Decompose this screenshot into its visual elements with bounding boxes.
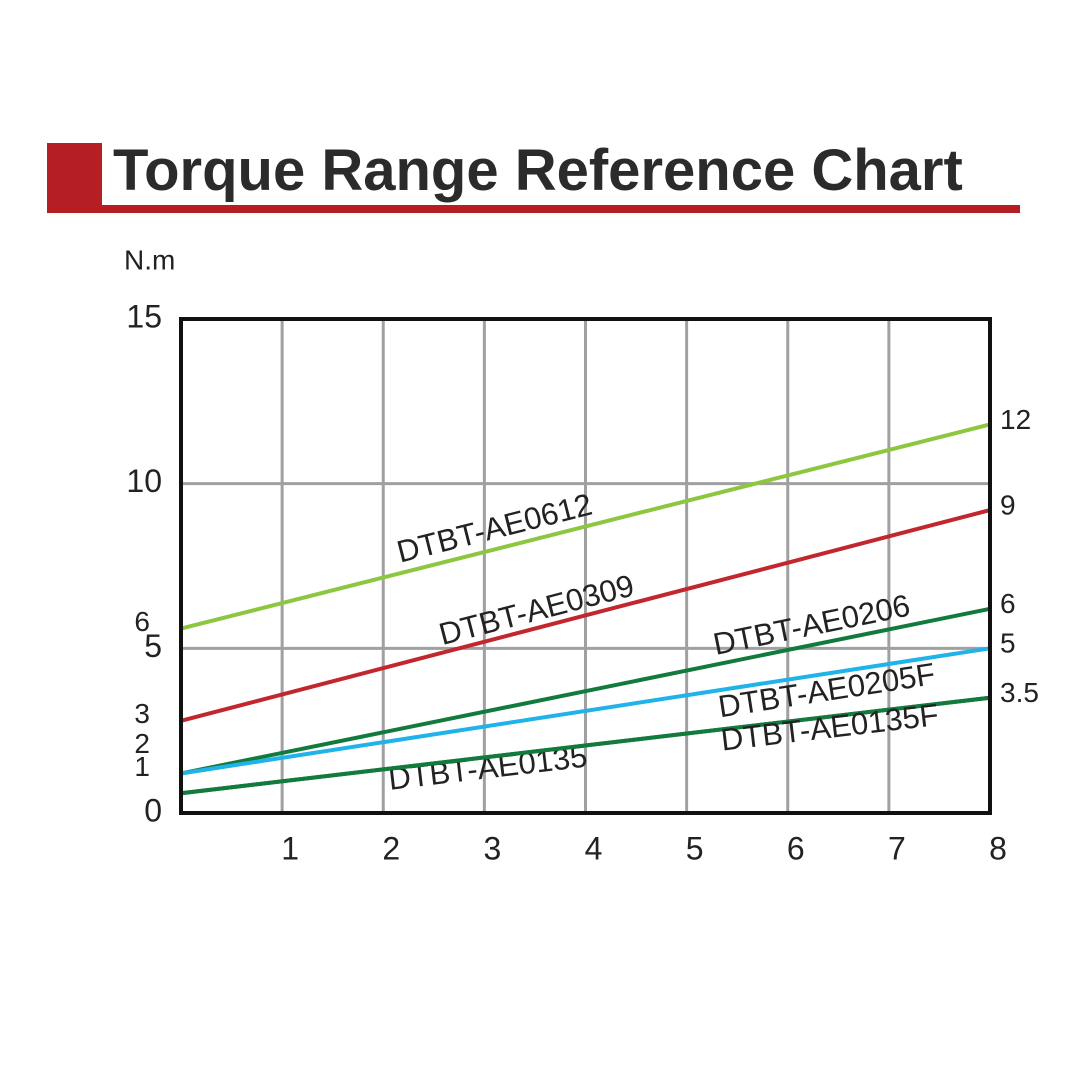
y-annotation: 1 (134, 751, 150, 782)
end-value-label: 3.5 (1000, 677, 1039, 708)
end-value-label: 12 (1000, 404, 1031, 435)
x-tick-label: 8 (989, 830, 1007, 866)
data-line (180, 422, 991, 631)
y-annotation: 6 (134, 606, 150, 637)
end-value-label: 5 (1000, 628, 1016, 659)
series-label: DTBT-AE0206 (710, 588, 913, 662)
end-value-label: 6 (1000, 588, 1016, 619)
x-tick-label: 3 (483, 830, 501, 866)
x-tick-label: 7 (888, 830, 906, 866)
end-value-label: 9 (1000, 489, 1016, 520)
series-label: DTBT-AE0612 (393, 487, 595, 570)
title-block (47, 143, 102, 213)
x-tick-label: 4 (585, 830, 603, 866)
y-tick-label: 10 (126, 463, 162, 499)
x-tick-label: 5 (686, 830, 704, 866)
data-line (180, 508, 991, 723)
chart-title: Torque Range Reference Chart (113, 138, 963, 203)
data-line (180, 646, 991, 776)
title-underline (101, 205, 1020, 213)
y-tick-label: 15 (126, 298, 162, 334)
plot-frame (179, 317, 992, 815)
data-line (180, 606, 991, 776)
x-tick-label: 2 (382, 830, 400, 866)
y-annotation: 3 (134, 698, 150, 729)
y-tick-label: 5 (144, 628, 162, 664)
x-tick-label: 1 (281, 830, 299, 866)
y-tick-label: 0 (144, 792, 162, 828)
y-axis-label: N.m (124, 244, 175, 275)
x-tick-label: 6 (787, 830, 805, 866)
data-line (180, 695, 991, 796)
y-annotation: 2 (134, 728, 150, 759)
